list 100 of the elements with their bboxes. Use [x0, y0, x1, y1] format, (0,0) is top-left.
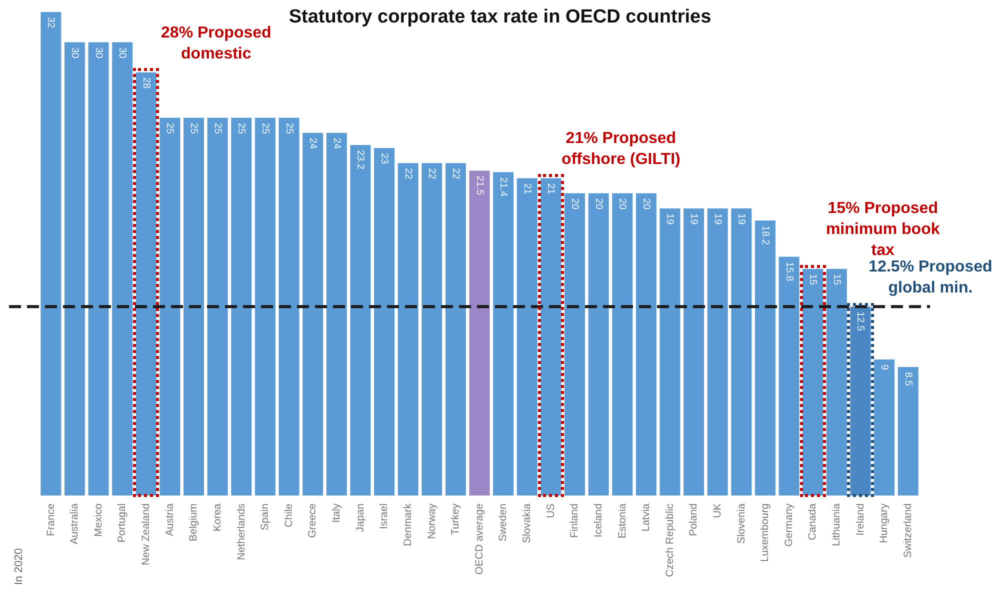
data-label: 19 [712, 213, 723, 225]
bar [350, 144, 371, 496]
bar [516, 178, 538, 496]
x-tick-label: Japan [354, 503, 366, 532]
data-label: 21 [545, 183, 556, 195]
bar [184, 118, 204, 496]
data-label: 19 [664, 213, 676, 225]
data-label: 21 [521, 183, 532, 195]
bar [588, 193, 609, 496]
data-label: 20 [616, 198, 628, 210]
bar [64, 42, 85, 496]
bar [207, 118, 228, 496]
bar [707, 208, 728, 496]
data-label: 24 [307, 138, 318, 150]
bar [88, 42, 109, 496]
data-label: 25 [236, 122, 247, 134]
x-tick-label: Luxembourg [759, 503, 772, 562]
bar [898, 367, 918, 496]
x-tick-label: Australia [68, 503, 81, 544]
bar [302, 132, 324, 496]
data-label: 19 [688, 213, 700, 225]
x-tick-label: Israel [378, 503, 390, 530]
bar [254, 118, 276, 496]
x-tick-label: Greece [306, 503, 319, 538]
x-tick-label: Latvia [640, 503, 652, 532]
x-tick-label: Denmark [402, 502, 414, 546]
bar [731, 208, 752, 496]
data-label: 18.2 [759, 225, 770, 246]
data-label: 20 [568, 198, 580, 210]
bar [684, 208, 704, 496]
data-label: 22 [402, 168, 414, 180]
x-tick-label: Chile [282, 503, 295, 528]
data-label: 25 [259, 122, 270, 134]
x-tick-label: Switzerland [902, 503, 914, 558]
bar [636, 193, 656, 496]
x-tick-label: Sweden [497, 503, 510, 542]
annotation: 28% Proposed domestic [161, 24, 272, 62]
data-label: 21.4 [498, 177, 509, 198]
x-tick-label: New Zealand [140, 503, 152, 566]
bar [326, 132, 347, 496]
data-label: 19 [736, 213, 747, 225]
x-tick-label: Slovakia [521, 503, 534, 544]
data-label: 20 [592, 198, 604, 210]
x-tick-label: France [44, 503, 57, 536]
x-tick-label: OECD average [473, 503, 486, 575]
data-label: 15 [830, 274, 842, 286]
data-label: 21.5 [474, 176, 485, 196]
x-tick-label: Korea [211, 503, 224, 532]
data-label: 32 [45, 17, 56, 29]
x-tick-label: Finland [568, 503, 581, 538]
bar [874, 359, 895, 496]
x-tick-label: Czech Republic [664, 503, 676, 578]
data-label: 25 [212, 122, 223, 134]
x-tick-label: US [544, 503, 557, 518]
data-label: 25 [188, 122, 200, 134]
bar [422, 163, 442, 496]
data-label: 15.8 [783, 262, 794, 282]
data-label: 23 [378, 152, 390, 165]
x-tick-label: Ireland [854, 503, 866, 536]
bar [112, 42, 133, 496]
x-tick-label: Austria [164, 503, 176, 536]
x-tick-label: Belgium [188, 503, 200, 542]
x-tick-label: Netherlands [235, 503, 248, 560]
data-label: 22 [426, 168, 438, 180]
bar [469, 170, 490, 496]
x-tick-label: Turkey [450, 502, 462, 536]
data-label: 30 [116, 47, 128, 59]
data-label: 22 [450, 168, 461, 180]
data-label: 24 [330, 138, 342, 150]
bar [40, 12, 62, 496]
bar [493, 172, 514, 496]
x-tick-label: Mexico [92, 503, 104, 537]
x-tick-label: Canada [806, 503, 819, 540]
bar [612, 193, 633, 496]
data-label: 9 [878, 364, 890, 370]
bar [231, 118, 252, 496]
data-label: 12.5 [854, 312, 866, 332]
chart-title: Statutory corporate tax rate in OECD countries [288, 6, 712, 28]
annotation: 21% Proposed offshore (GILTI) [562, 130, 680, 168]
bar [564, 193, 585, 496]
bar [398, 163, 418, 496]
bar [778, 256, 800, 496]
data-label: 15 [807, 274, 818, 286]
bar [826, 268, 847, 496]
text: In 2020 [13, 548, 26, 585]
x-tick-label: UK [712, 503, 724, 518]
bar [278, 118, 300, 496]
bar [160, 118, 180, 496]
data-label: 30 [68, 47, 80, 59]
x-tick-label: Estonia [616, 503, 628, 538]
x-tick-label: Slovenia [735, 503, 748, 544]
bar [374, 148, 394, 496]
annotation: 12.5% Proposed global min. [868, 258, 992, 297]
x-tick-label: Germany [782, 502, 795, 547]
x-tick-label: Iceland [592, 503, 604, 538]
data-label: 25 [164, 122, 176, 134]
x-tick-label: Hungary [878, 502, 890, 544]
bar [445, 163, 466, 496]
data-label: 20 [640, 198, 652, 210]
bar [660, 208, 680, 496]
